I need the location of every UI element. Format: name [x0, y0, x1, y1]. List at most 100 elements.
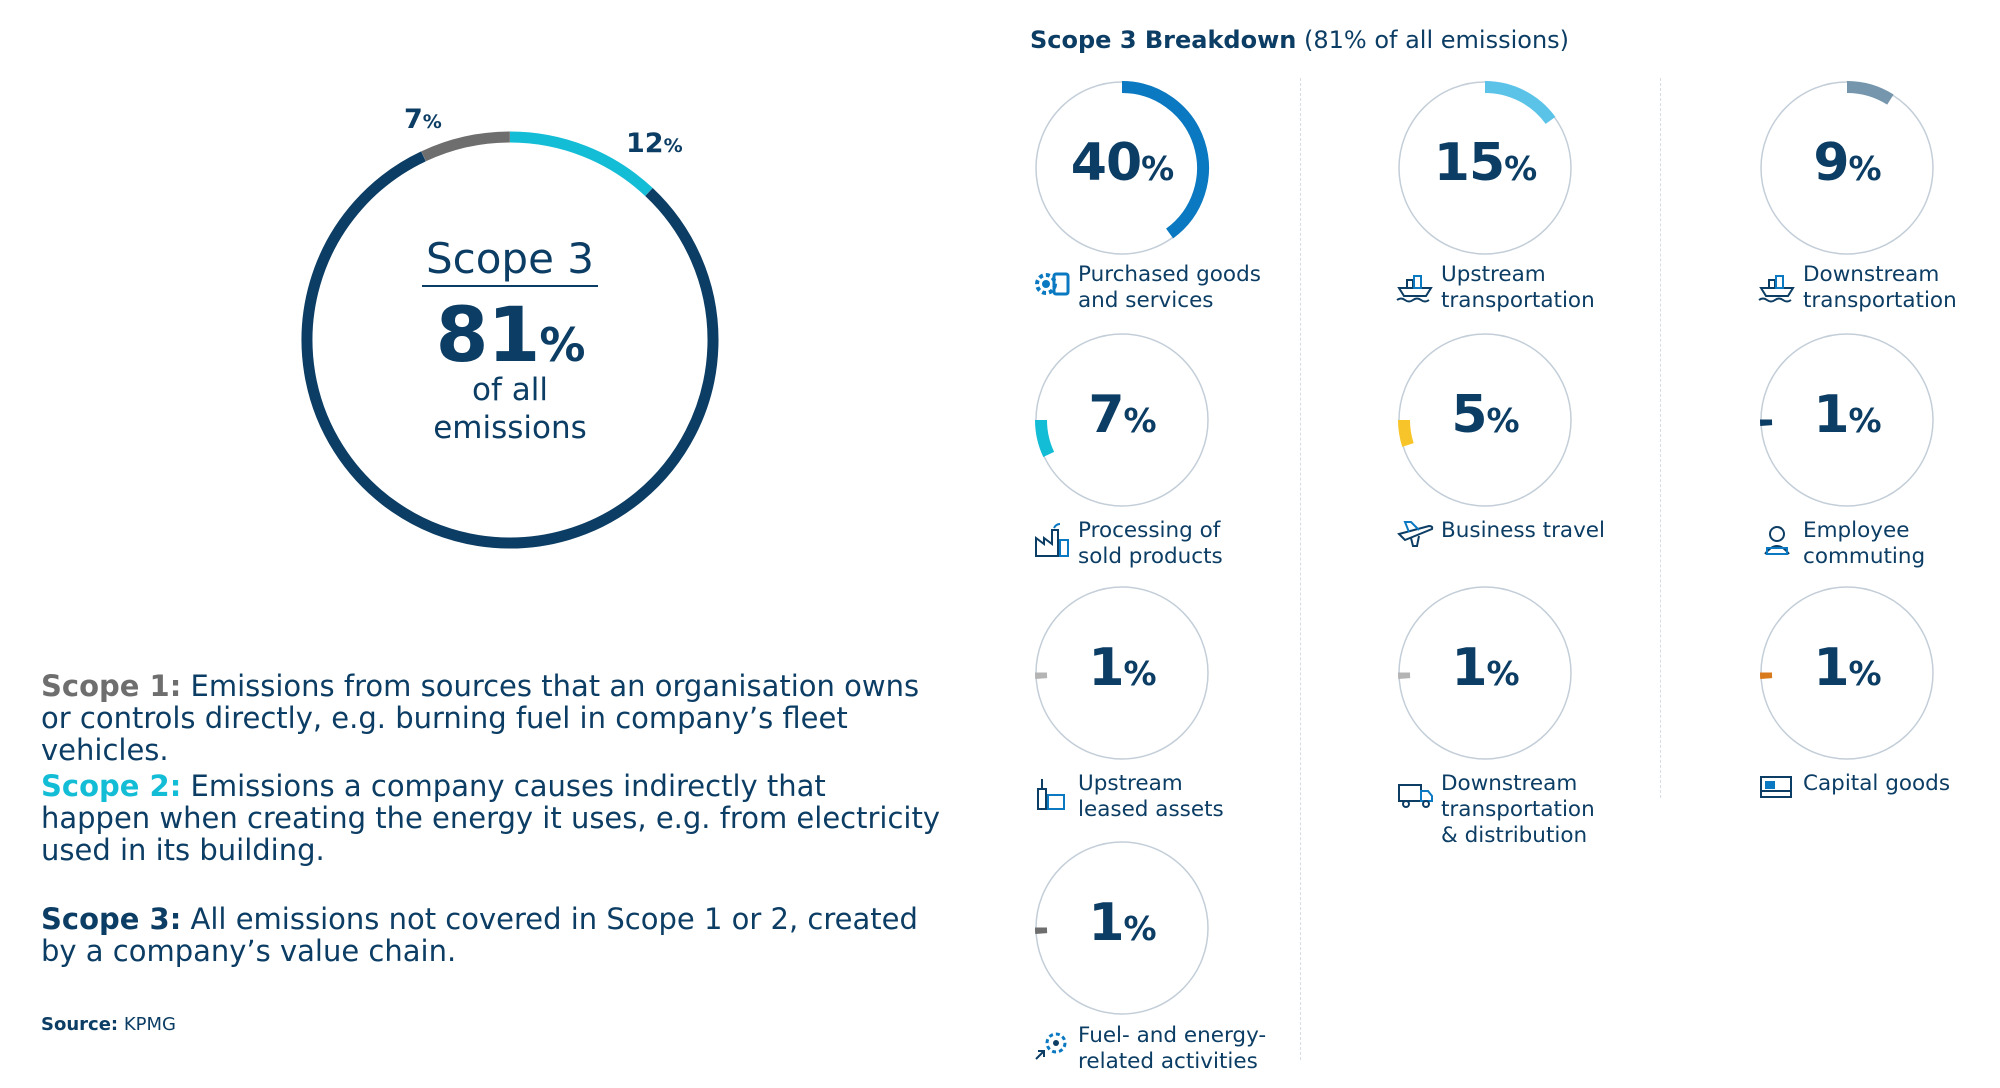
- breakdown-label-line: transportation: [1441, 797, 1595, 823]
- breakdown-value-number: 1: [1451, 638, 1486, 698]
- donut-center-subtitle-1: of all: [300, 372, 720, 408]
- scope3-definition-key: Scope 3:: [41, 902, 181, 936]
- breakdown-value: 15%: [1395, 133, 1575, 193]
- breakdown-label-line: Upstream: [1078, 771, 1224, 797]
- breakdown-value: 1%: [1395, 638, 1575, 698]
- breakdown-value-number: 1: [1088, 638, 1123, 698]
- truck-icon: [1395, 773, 1435, 813]
- breakdown-value-number: 15: [1434, 133, 1504, 193]
- breakdown-value-unit: %: [1124, 401, 1156, 440]
- breakdown-value: 1%: [1757, 638, 1937, 698]
- scope1-definition: Scope 1: Emissions from sources that an …: [41, 670, 941, 766]
- breakdown-value-number: 5: [1451, 385, 1486, 445]
- breakdown-value-unit: %: [1487, 654, 1519, 693]
- source-label: Source:: [41, 1014, 118, 1035]
- source-value: KPMG: [124, 1014, 176, 1035]
- source-note: Source: KPMG: [41, 1014, 176, 1035]
- breakdown-value-unit: %: [1504, 149, 1536, 188]
- donut-center-title: Scope 3: [300, 234, 720, 283]
- leased-assets-icon: [1032, 773, 1072, 813]
- factory-icon: [1032, 520, 1072, 560]
- scope2-segment-label: 12%: [626, 128, 683, 159]
- breakdown-value-unit: %: [1849, 654, 1881, 693]
- breakdown-value-number: 40: [1071, 133, 1141, 193]
- breakdown-value: 9%: [1757, 133, 1937, 193]
- breakdown-value-number: 1: [1813, 385, 1848, 445]
- breakdown-value-arc: [1847, 87, 1890, 100]
- breakdown-value-unit: %: [1849, 401, 1881, 440]
- breakdown-label-line: commuting: [1803, 544, 1925, 570]
- breakdown-label-line: Upstream: [1441, 262, 1595, 288]
- breakdown-item: 5% Business travel: [1395, 330, 1705, 580]
- scope1-segment-label: 7%: [404, 104, 442, 135]
- breakdown-label-line: Downstream: [1803, 262, 1957, 288]
- breakdown-item: 1% Fuel- and energy-related activities: [1032, 838, 1342, 1088]
- capital-goods-icon: [1757, 765, 1797, 805]
- breakdown-label-line: Employee: [1803, 518, 1925, 544]
- breakdown-label-line: transportation: [1803, 288, 1957, 314]
- scope1-segment: [424, 137, 510, 156]
- breakdown-label-line: Business travel: [1441, 518, 1605, 544]
- scope3-definition: Scope 3: All emissions not covered in Sc…: [41, 903, 941, 967]
- ship-icon: [1757, 264, 1797, 304]
- breakdown-label-line: Fuel- and energy-: [1078, 1023, 1266, 1049]
- breakdown-value-unit: %: [1141, 149, 1173, 188]
- breakdown-value-number: 1: [1813, 638, 1848, 698]
- breakdown-label-line: and services: [1078, 288, 1261, 314]
- breakdown-label-line: Processing of: [1078, 518, 1223, 544]
- donut-center-value: 81%: [300, 290, 720, 379]
- breakdown-value-unit: %: [1124, 909, 1156, 948]
- breakdown-value-number: 1: [1088, 893, 1123, 953]
- breakdown-label-line: & distribution: [1441, 823, 1595, 849]
- breakdown-label: Capital goods: [1803, 771, 1950, 797]
- breakdown-label: Fuel- and energy-related activities: [1078, 1023, 1266, 1075]
- breakdown-title-rest: (81% of all emissions): [1304, 26, 1569, 54]
- breakdown-value-unit: %: [1487, 401, 1519, 440]
- airplane-icon: [1395, 512, 1435, 552]
- breakdown-value: 7%: [1032, 385, 1212, 445]
- breakdown-label-line: leased assets: [1078, 797, 1224, 823]
- scope2-definition: Scope 2: Emissions a company causes indi…: [41, 770, 941, 866]
- gear-box-icon: [1032, 264, 1072, 304]
- breakdown-value-unit: %: [1849, 149, 1881, 188]
- breakdown-label-line: Purchased goods: [1078, 262, 1261, 288]
- scope2-definition-key: Scope 2:: [41, 769, 181, 803]
- breakdown-value: 1%: [1032, 638, 1212, 698]
- breakdown-label-line: related activities: [1078, 1049, 1266, 1075]
- breakdown-label-line: transportation: [1441, 288, 1595, 314]
- breakdown-value: 1%: [1757, 385, 1937, 445]
- commuter-icon: [1757, 520, 1797, 560]
- breakdown-value-number: 7: [1088, 385, 1123, 445]
- scope1-definition-key: Scope 1:: [41, 669, 181, 703]
- breakdown-title: Scope 3 Breakdown (81% of all emissions): [1030, 26, 1569, 54]
- breakdown-title-bold: Scope 3 Breakdown: [1030, 26, 1296, 54]
- breakdown-label-line: Downstream: [1441, 771, 1595, 797]
- breakdown-item: 1% Capital goods: [1757, 583, 2000, 833]
- breakdown-value: 1%: [1032, 893, 1212, 953]
- breakdown-label-line: sold products: [1078, 544, 1223, 570]
- ship-icon: [1395, 264, 1435, 304]
- breakdown-label-line: Capital goods: [1803, 771, 1950, 797]
- fuel-energy-icon: [1032, 1025, 1072, 1065]
- breakdown-value: 5%: [1395, 385, 1575, 445]
- breakdown-label: Business travel: [1441, 518, 1605, 544]
- breakdown-value-arc: [1485, 87, 1551, 120]
- donut-center-subtitle-2: emissions: [300, 410, 720, 446]
- breakdown-value-number: 9: [1813, 133, 1848, 193]
- breakdown-value: 40%: [1032, 133, 1212, 193]
- breakdown-value-unit: %: [1124, 654, 1156, 693]
